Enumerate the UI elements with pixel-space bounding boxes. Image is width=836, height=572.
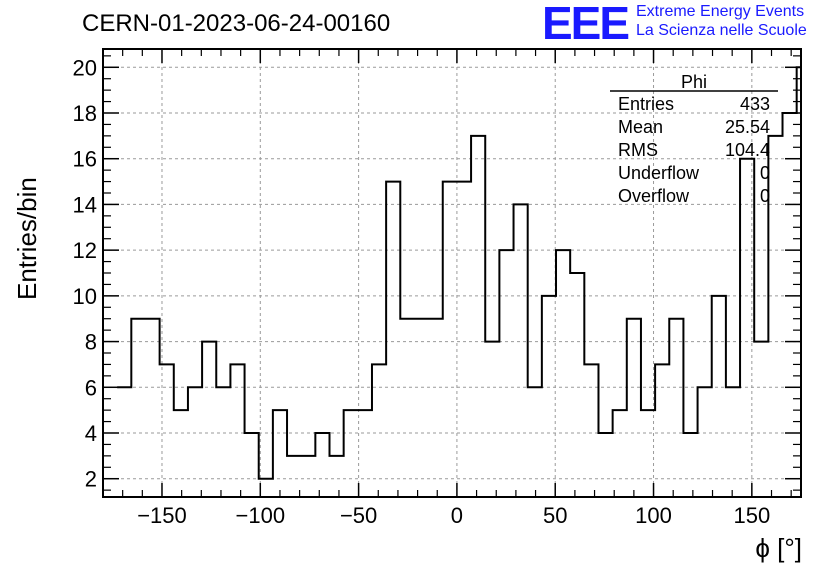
stats-value: 104.4 — [725, 140, 770, 160]
x-axis-label: ϕ [°] — [755, 533, 802, 563]
x-tick-label: 150 — [733, 503, 770, 528]
histogram-bins — [117, 66, 801, 480]
stats-label: RMS — [618, 140, 658, 160]
stats-value: 0 — [760, 186, 770, 206]
axis-ticks: −150 −100 −50 0 50 100 150 2 4 6 8 10 12 14 16 18 20 — [73, 49, 801, 528]
x-tick-label: −100 — [236, 503, 286, 528]
plot-frame — [102, 48, 802, 498]
stats-box: Phi Entries 433 Mean 25.54 RMS 104.4 Underflow 0… — [610, 72, 778, 206]
x-tick-label: −50 — [340, 503, 377, 528]
x-tick-label: 0 — [451, 503, 463, 528]
grid-lines — [103, 49, 801, 497]
stats-label: Mean — [618, 117, 663, 137]
logo-subtitle: Extreme Energy Events La Scienza nelle S… — [636, 2, 807, 40]
stats-label: Underflow — [618, 163, 700, 183]
x-tick-label: 50 — [543, 503, 567, 528]
y-tick-label: 20 — [73, 55, 97, 80]
y-tick-label: 2 — [85, 467, 97, 492]
stats-value: 25.54 — [725, 117, 770, 137]
x-tick-label: −150 — [137, 503, 187, 528]
y-tick-label: 12 — [73, 238, 97, 263]
y-tick-label: 10 — [73, 284, 97, 309]
eee-logo: EEE — [542, 0, 630, 49]
y-tick-label: 14 — [73, 192, 97, 217]
histogram-outline — [117, 66, 801, 480]
stats-title: Phi — [681, 72, 707, 92]
stats-label: Overflow — [618, 186, 690, 206]
logo-line-1: Extreme Energy Events — [636, 3, 805, 20]
y-tick-label: 16 — [73, 147, 97, 172]
stats-value: 433 — [740, 94, 770, 114]
stats-label: Entries — [618, 94, 674, 114]
y-tick-label: 18 — [73, 101, 97, 126]
x-tick-label: 100 — [635, 503, 672, 528]
stats-value: 0 — [760, 163, 770, 183]
y-tick-label: 8 — [85, 330, 97, 355]
y-tick-label: 6 — [85, 375, 97, 400]
chart-title: CERN-01-2023-06-24-00160 — [82, 10, 391, 37]
y-tick-label: 4 — [85, 421, 97, 446]
logo-line-2: La Scienza nelle Scuole — [636, 22, 807, 39]
